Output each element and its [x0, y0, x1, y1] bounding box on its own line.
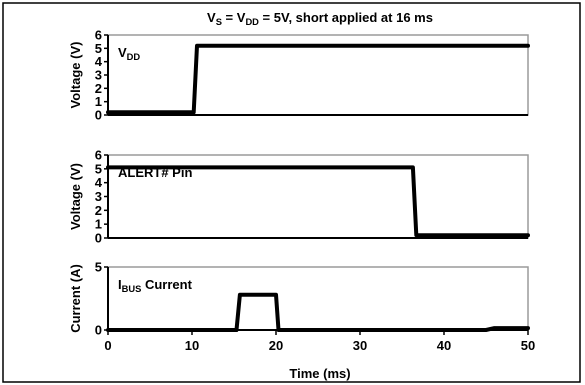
subscript-text: S — [216, 17, 222, 27]
panel-label: IBUS Current — [118, 277, 193, 294]
subscript-text: BUS — [122, 284, 142, 294]
data-point — [277, 329, 280, 331]
x-axis: 0 10 20 30 40 50 — [104, 330, 535, 353]
x-axis-label: Time (ms) — [289, 366, 350, 381]
data-point — [485, 329, 487, 331]
x-tick-label: 40 — [437, 338, 451, 353]
data-point — [527, 327, 529, 329]
y-tick-label: 4 — [95, 54, 103, 69]
x-tick-label: 30 — [353, 338, 367, 353]
data-point — [527, 45, 529, 47]
label-text: = V — [222, 10, 246, 25]
y-tick-label: 5 — [95, 260, 102, 275]
data-point — [415, 234, 417, 236]
label-text: = 5V, short applied at 16 ms — [259, 10, 433, 25]
y-tick-label: 0 — [95, 323, 102, 338]
figure-border — [2, 2, 581, 383]
x-tick-label: 20 — [269, 338, 283, 353]
y-tick-label: 5 — [95, 41, 102, 56]
data-point — [196, 45, 198, 47]
data-point — [107, 111, 109, 113]
data-point — [239, 294, 241, 296]
series-line — [106, 43, 530, 115]
y-axis-label: Voltage (V) — [68, 163, 83, 230]
y-tick-label: 2 — [95, 81, 102, 96]
y-axis-label: Current (A) — [68, 264, 83, 333]
y-tick-label: 4 — [95, 175, 103, 190]
data-point — [235, 329, 238, 331]
label-text: V — [118, 45, 127, 60]
data-point — [275, 294, 277, 296]
y-tick-label: 0 — [95, 108, 102, 123]
data-point — [527, 234, 529, 236]
label-text: V — [207, 10, 216, 25]
series-line — [106, 292, 530, 332]
y-tick-label: 2 — [95, 203, 102, 218]
y-tick-label: 0 — [95, 231, 102, 246]
y-tick-label: 1 — [95, 217, 102, 232]
data-point — [493, 327, 495, 329]
panel-3: 0 5 Current (A) IBUS Current — [68, 260, 530, 338]
series-line — [106, 165, 530, 238]
y-axis-label: Voltage (V) — [68, 42, 83, 109]
x-tick-label: 0 — [104, 338, 111, 353]
y-tick-label: 3 — [95, 68, 102, 83]
y-tick-label: 3 — [95, 189, 102, 204]
label-text: I — [118, 277, 122, 292]
y-tick-label: 6 — [95, 148, 102, 163]
panel-label: VDD — [118, 45, 140, 62]
chart-title: VS = VDD = 5V, short applied at 16 ms — [207, 10, 433, 27]
y-tick-label: 6 — [95, 28, 102, 43]
label-text: Current — [141, 277, 192, 292]
x-tick-label: 50 — [521, 338, 535, 353]
x-tick-label: 10 — [185, 338, 199, 353]
subscript-text: DD — [127, 52, 141, 62]
data-point — [412, 166, 414, 169]
data-point — [107, 166, 109, 169]
subscript-text: DD — [245, 17, 259, 27]
data-point — [193, 111, 195, 113]
y-tick-label: 5 — [95, 161, 102, 176]
y-tick-label: 1 — [95, 94, 102, 109]
